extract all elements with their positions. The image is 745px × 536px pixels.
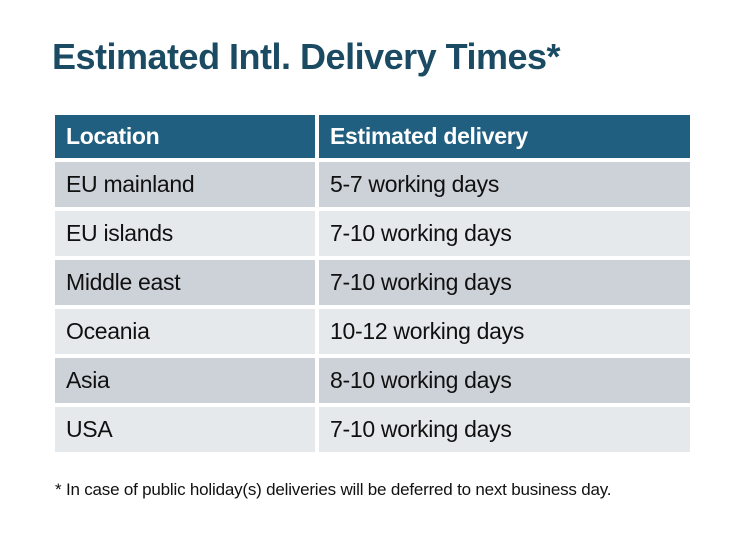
cell-delivery: 7-10 working days <box>319 407 690 452</box>
page-title: Estimated Intl. Delivery Times* <box>52 36 561 77</box>
footnote: * In case of public holiday(s) deliverie… <box>55 480 612 499</box>
cell-delivery: 7-10 working days <box>319 211 690 256</box>
cell-location: EU islands <box>55 211 315 256</box>
cell-location: Oceania <box>55 309 315 354</box>
cell-delivery: 5-7 working days <box>319 162 690 207</box>
column-header-location: Location <box>55 115 315 158</box>
cell-location: Asia <box>55 358 315 403</box>
cell-delivery: 8-10 working days <box>319 358 690 403</box>
cell-location: Middle east <box>55 260 315 305</box>
cell-delivery: 10-12 working days <box>319 309 690 354</box>
column-header-delivery: Estimated delivery <box>319 115 690 158</box>
cell-location: USA <box>55 407 315 452</box>
delivery-times-table: Location Estimated delivery EU mainland … <box>55 115 690 452</box>
cell-delivery: 7-10 working days <box>319 260 690 305</box>
cell-location: EU mainland <box>55 162 315 207</box>
